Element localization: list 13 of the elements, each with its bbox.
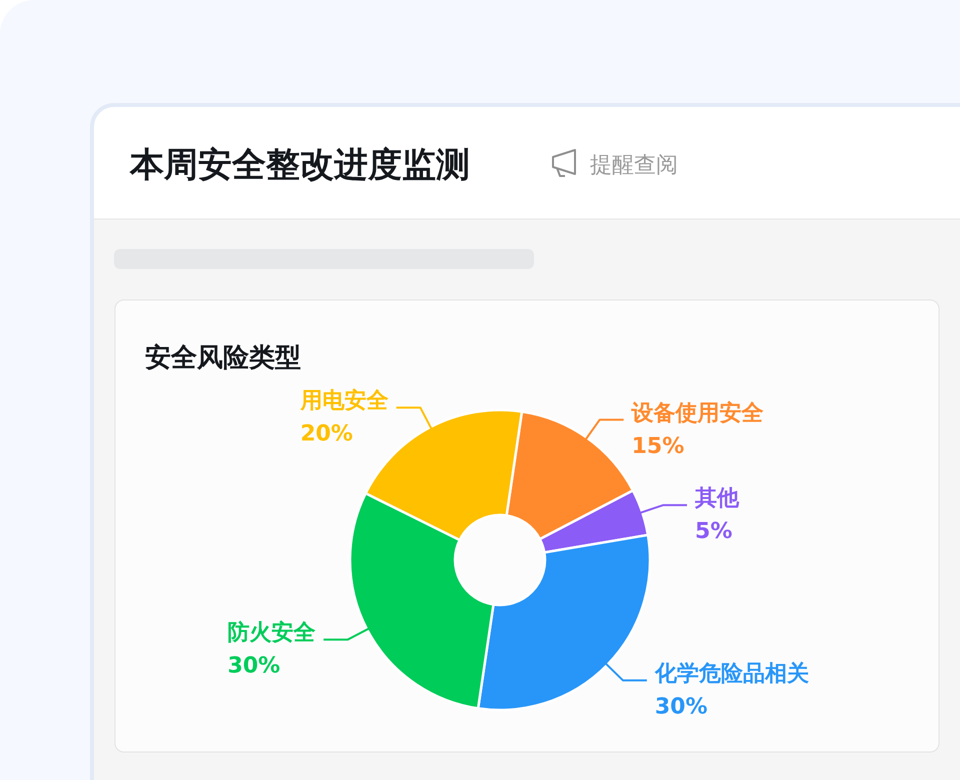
text: 提醒查阅 [590, 153, 678, 178]
chart-subtitle: 安全风险类型 [145, 343, 301, 373]
data-label: 15% [632, 434, 684, 459]
slice-label: 其他 [694, 486, 740, 512]
data-label: 30% [654, 694, 708, 720]
chart-title: 本周安全整改进度监测 [129, 145, 470, 185]
slice-label: 化学危险品相关 [654, 661, 809, 686]
data-label: 5% [695, 519, 732, 544]
slice-label: 用电安全 [299, 388, 390, 414]
slice-label: 防火安全 [228, 620, 317, 646]
data-label: 30% [228, 654, 280, 679]
data-label: 20% [300, 422, 353, 447]
slice-label: 设备使用安全 [630, 400, 765, 426]
